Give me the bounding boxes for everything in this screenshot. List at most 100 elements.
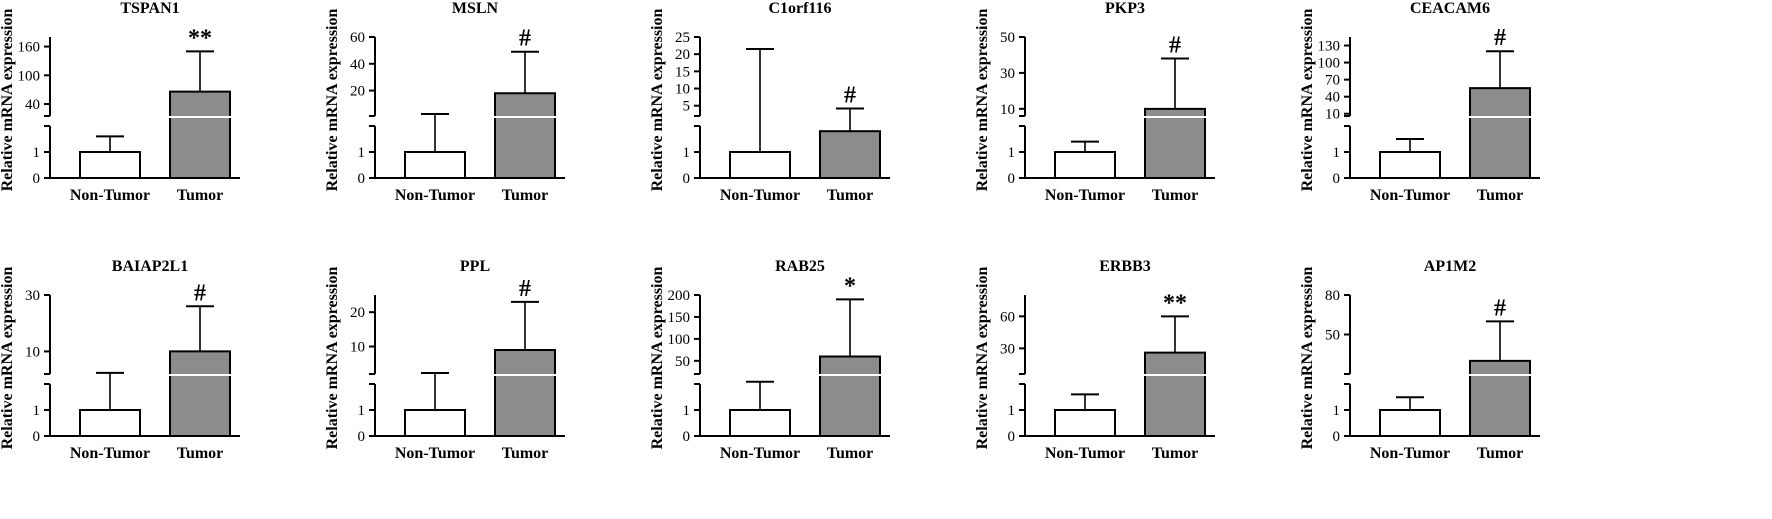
y-tick-label: 15	[675, 64, 690, 80]
bar-outline	[169, 118, 231, 179]
x-tick-label: Non-Tumor	[720, 445, 800, 462]
y-axis-label: Relative mRNA expression	[0, 9, 16, 192]
bar-tumor-upper	[495, 349, 555, 374]
chart-title: MSLN	[452, 0, 499, 17]
bar-tumor-lower	[1145, 118, 1205, 178]
y-tick-label: 20	[350, 84, 365, 100]
y-tick-label: 0	[1008, 429, 1016, 445]
chart-title: PKP3	[1105, 0, 1145, 17]
y-tick-label: 20	[350, 305, 365, 321]
chart-panel: PKP3 Relative mRNA expression 0 1 10 30 50 Non-…	[974, 0, 1215, 204]
y-tick-label: 60	[350, 30, 365, 46]
significance-marker: #	[1494, 25, 1506, 51]
y-axis-label: Relative mRNA expression	[1299, 9, 1316, 192]
x-tick-label: Tumor	[1477, 187, 1524, 204]
bar-non-tumor	[729, 151, 791, 179]
bar-non-tumor	[729, 409, 791, 437]
y-tick-label: 60	[1000, 309, 1015, 325]
y-tick-label: 80	[1325, 288, 1340, 304]
y-tick-label: 1	[1333, 145, 1341, 161]
y-tick-label: 40	[25, 97, 40, 113]
y-axis-label: Relative mRNA expression	[974, 267, 991, 450]
chart-title: ERBB3	[1099, 258, 1151, 275]
y-tick-label: 1	[358, 145, 366, 161]
y-tick-label: 10	[25, 344, 40, 360]
y-tick-label: 1	[683, 403, 691, 419]
y-tick-label: 0	[683, 171, 691, 187]
x-tick-label: Non-Tumor	[720, 187, 800, 204]
chart-title: RAB25	[775, 258, 825, 275]
y-tick-label: 100	[18, 68, 41, 84]
y-tick-label: 0	[358, 429, 366, 445]
chart-panel: MSLN Relative mRNA expression 0 1 20 40 60 Non-…	[324, 0, 565, 204]
bar-tumor-lower	[1470, 376, 1530, 436]
bar-outline	[1469, 87, 1531, 116]
significance-marker: **	[1163, 290, 1187, 316]
y-tick-label: 1	[358, 403, 366, 419]
bar-tumor-upper	[820, 356, 880, 374]
bar-tumor-lower	[495, 118, 555, 178]
significance-marker: *	[844, 273, 856, 299]
bar-outline	[494, 376, 556, 437]
x-tick-label: Non-Tumor	[395, 445, 475, 462]
y-tick-label: 200	[668, 288, 691, 304]
chart-title: C1orf116	[768, 0, 831, 17]
bar-outline	[1144, 118, 1206, 179]
significance-marker: #	[194, 280, 206, 306]
y-tick-label: 30	[1000, 341, 1015, 357]
y-tick-label: 40	[1325, 90, 1340, 106]
chart-title: TSPAN1	[120, 0, 179, 17]
significance-marker: #	[1169, 33, 1181, 59]
y-axis-label: Relative mRNA expression	[1299, 267, 1316, 450]
bar-non-tumor	[1379, 409, 1441, 437]
x-tick-label: Non-Tumor	[70, 187, 150, 204]
y-tick-label: 160	[18, 40, 41, 56]
y-tick-label: 10	[350, 340, 365, 356]
bar-non-tumor	[79, 409, 141, 437]
x-tick-label: Tumor	[502, 445, 549, 462]
y-tick-label: 130	[1318, 39, 1341, 55]
significance-marker: #	[844, 82, 856, 108]
bar-tumor-upper	[495, 93, 555, 116]
chart-panel: PPL Relative mRNA expression 0 1 10 20 Non-Tum…	[324, 258, 565, 462]
y-tick-label: 0	[33, 429, 41, 445]
y-tick-label: 25	[675, 30, 690, 46]
y-tick-label: 0	[683, 429, 691, 445]
x-tick-label: Tumor	[827, 445, 874, 462]
bar-outline	[169, 376, 231, 437]
bar-outline	[819, 376, 881, 437]
x-tick-label: Tumor	[177, 445, 224, 462]
bar-tumor-lower	[1470, 118, 1530, 178]
y-tick-label: 0	[33, 171, 41, 187]
bar-tumor	[819, 130, 881, 179]
bar-tumor-upper	[1145, 352, 1205, 374]
y-tick-label: 0	[1333, 171, 1341, 187]
bar-non-tumor	[404, 151, 466, 179]
bar-non-tumor	[1054, 151, 1116, 179]
bar-outline	[1144, 351, 1206, 374]
x-tick-label: Non-Tumor	[1045, 187, 1125, 204]
bar-outline	[1144, 376, 1206, 437]
y-tick-label: 1	[1008, 403, 1016, 419]
y-tick-label: 5	[683, 99, 691, 115]
x-tick-label: Non-Tumor	[395, 187, 475, 204]
chart-title: PPL	[460, 258, 490, 275]
x-tick-label: Tumor	[1152, 187, 1199, 204]
x-tick-label: Non-Tumor	[70, 445, 150, 462]
chart-panel: BAIAP2L1 Relative mRNA expression 0 1 10 30 No…	[0, 258, 240, 462]
bar-tumor-lower	[820, 376, 880, 436]
y-tick-label: 1	[1333, 403, 1341, 419]
chart-title: CEACAM6	[1410, 0, 1490, 17]
bar-tumor-upper	[1470, 360, 1530, 374]
y-tick-label: 30	[1000, 66, 1015, 82]
bar-non-tumor	[79, 151, 141, 179]
y-axis-label: Relative mRNA expression	[324, 267, 341, 450]
bar-tumor-lower	[495, 376, 555, 436]
x-tick-label: Non-Tumor	[1045, 445, 1125, 462]
bar-tumor-lower	[1145, 376, 1205, 436]
y-axis-label: Relative mRNA expression	[649, 9, 666, 192]
y-tick-label: 10	[1000, 102, 1015, 118]
x-tick-label: Tumor	[502, 187, 549, 204]
